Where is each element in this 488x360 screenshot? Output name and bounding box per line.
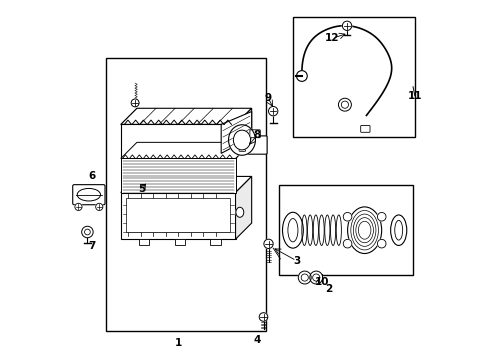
Ellipse shape [313, 215, 318, 246]
Circle shape [296, 71, 306, 81]
Circle shape [81, 226, 93, 238]
Circle shape [343, 212, 351, 221]
Circle shape [298, 271, 310, 284]
Ellipse shape [287, 219, 297, 242]
Polygon shape [210, 239, 221, 244]
Ellipse shape [282, 212, 303, 248]
Polygon shape [221, 112, 251, 153]
Polygon shape [121, 142, 251, 158]
Ellipse shape [353, 214, 375, 246]
Text: 9: 9 [264, 93, 271, 103]
Text: 11: 11 [407, 91, 421, 101]
Circle shape [312, 274, 319, 281]
Circle shape [341, 101, 348, 108]
Text: 4: 4 [253, 334, 260, 345]
Circle shape [309, 271, 322, 284]
Polygon shape [121, 125, 235, 158]
Ellipse shape [330, 215, 335, 246]
Circle shape [268, 107, 277, 116]
Circle shape [301, 274, 308, 281]
Ellipse shape [347, 207, 381, 253]
FancyBboxPatch shape [243, 136, 266, 154]
Circle shape [343, 239, 351, 248]
Circle shape [259, 313, 267, 321]
Text: 3: 3 [292, 256, 300, 266]
Polygon shape [139, 239, 149, 244]
Text: 5: 5 [139, 184, 145, 194]
Text: 12: 12 [325, 33, 339, 43]
FancyBboxPatch shape [360, 126, 369, 132]
Circle shape [342, 21, 351, 31]
Text: 10: 10 [314, 277, 328, 287]
FancyBboxPatch shape [239, 140, 245, 151]
Polygon shape [121, 108, 251, 125]
Ellipse shape [233, 130, 250, 150]
Ellipse shape [307, 215, 312, 246]
Bar [106, 58, 265, 330]
Polygon shape [235, 108, 251, 158]
Polygon shape [121, 193, 235, 239]
Polygon shape [235, 176, 251, 239]
Ellipse shape [394, 220, 402, 240]
Ellipse shape [350, 211, 378, 250]
Text: 2: 2 [325, 284, 332, 294]
Polygon shape [121, 176, 251, 193]
Circle shape [96, 203, 102, 211]
Ellipse shape [318, 215, 324, 246]
Polygon shape [121, 158, 235, 193]
Circle shape [75, 203, 82, 211]
Circle shape [131, 99, 139, 107]
Ellipse shape [336, 215, 341, 246]
FancyBboxPatch shape [73, 185, 105, 205]
Polygon shape [126, 198, 230, 232]
Ellipse shape [355, 218, 373, 243]
Ellipse shape [324, 215, 329, 246]
Ellipse shape [390, 215, 406, 246]
Circle shape [377, 239, 385, 248]
Ellipse shape [77, 188, 101, 201]
Ellipse shape [358, 221, 370, 239]
Text: 8: 8 [253, 130, 260, 140]
Ellipse shape [228, 125, 255, 155]
Circle shape [84, 229, 90, 235]
Bar [278, 185, 412, 275]
Text: 7: 7 [88, 241, 96, 251]
Text: 1: 1 [174, 338, 182, 348]
Circle shape [264, 239, 273, 248]
Ellipse shape [235, 207, 244, 217]
Circle shape [338, 98, 351, 111]
Text: 6: 6 [88, 171, 96, 181]
Circle shape [377, 212, 385, 221]
FancyBboxPatch shape [249, 130, 260, 138]
Bar [292, 17, 414, 137]
Ellipse shape [301, 215, 306, 246]
Polygon shape [174, 239, 185, 244]
